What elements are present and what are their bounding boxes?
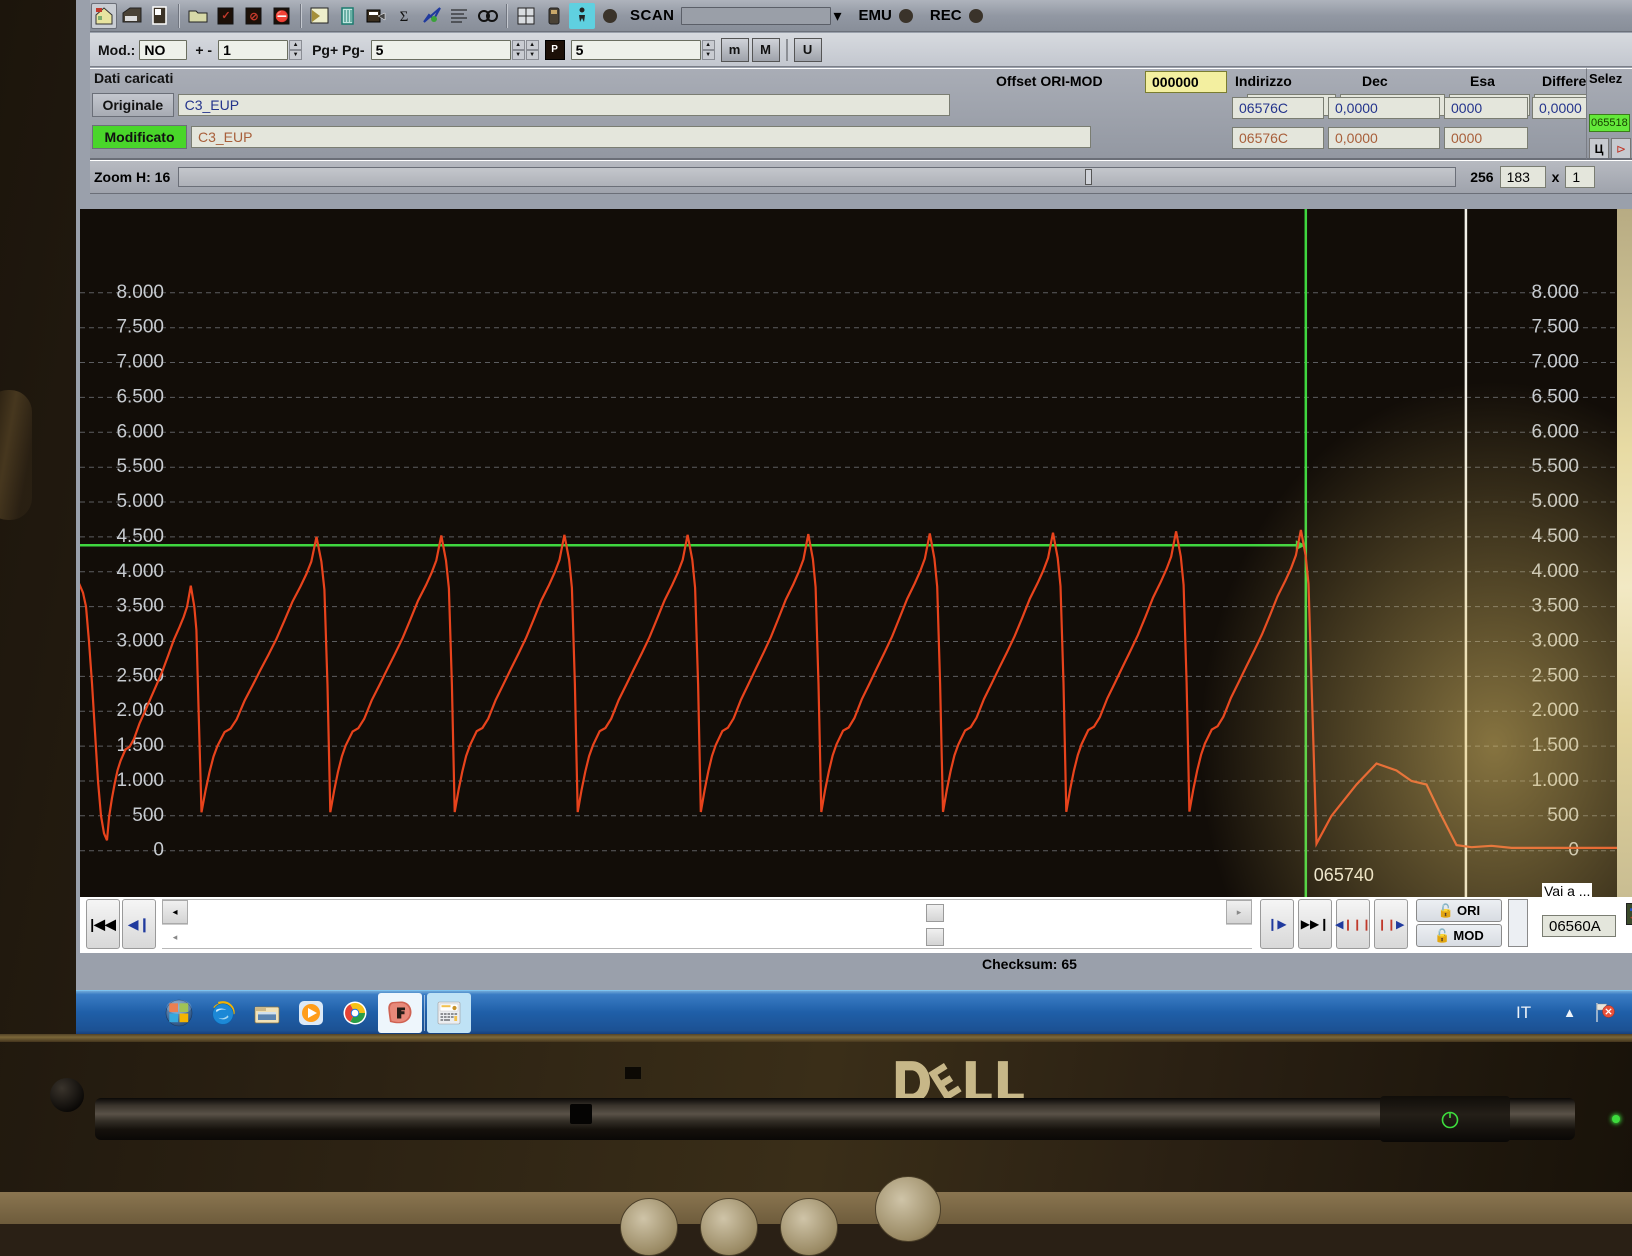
svg-text:2.000: 2.000 xyxy=(1531,700,1579,721)
svg-text:5.000: 5.000 xyxy=(1531,491,1579,512)
svg-text:3.000: 3.000 xyxy=(116,631,164,652)
svg-text:⊘: ⊘ xyxy=(249,11,258,23)
svg-text:⛔: ⛔ xyxy=(275,10,289,23)
svg-text:0: 0 xyxy=(153,840,164,861)
svg-text:6.500: 6.500 xyxy=(1531,386,1579,407)
svg-text:5.500: 5.500 xyxy=(116,456,164,477)
svg-text:Σ: Σ xyxy=(400,9,409,25)
svg-text:7.500: 7.500 xyxy=(1531,317,1579,338)
svg-text:500: 500 xyxy=(132,805,164,826)
svg-text:6.500: 6.500 xyxy=(116,386,164,407)
svg-text:1.500: 1.500 xyxy=(1531,735,1579,756)
svg-text:500: 500 xyxy=(1547,805,1579,826)
svg-text:4.000: 4.000 xyxy=(1531,561,1579,582)
svg-text:0: 0 xyxy=(1568,840,1579,861)
svg-text:3.500: 3.500 xyxy=(116,596,164,617)
svg-text:7.500: 7.500 xyxy=(116,317,164,338)
svg-text:1.000: 1.000 xyxy=(116,770,164,791)
svg-text:065740: 065740 xyxy=(1314,865,1374,885)
svg-text:2.500: 2.500 xyxy=(1531,665,1579,686)
svg-text:5.000: 5.000 xyxy=(116,491,164,512)
svg-text:3.500: 3.500 xyxy=(1531,596,1579,617)
svg-text:✓: ✓ xyxy=(221,10,230,22)
svg-text:7.000: 7.000 xyxy=(1531,352,1579,373)
svg-text:5.500: 5.500 xyxy=(1531,456,1579,477)
svg-text:4.500: 4.500 xyxy=(1531,526,1579,547)
svg-text:3.000: 3.000 xyxy=(1531,631,1579,652)
svg-text:1.000: 1.000 xyxy=(1531,770,1579,791)
svg-text:4.000: 4.000 xyxy=(116,561,164,582)
svg-text:2.000: 2.000 xyxy=(116,700,164,721)
svg-text:4.500: 4.500 xyxy=(116,526,164,547)
svg-text:7.000: 7.000 xyxy=(116,352,164,373)
svg-text:8.000: 8.000 xyxy=(1531,282,1579,303)
svg-text:8.000: 8.000 xyxy=(116,282,164,303)
svg-text:6.000: 6.000 xyxy=(116,421,164,442)
svg-text:6.000: 6.000 xyxy=(1531,421,1579,442)
